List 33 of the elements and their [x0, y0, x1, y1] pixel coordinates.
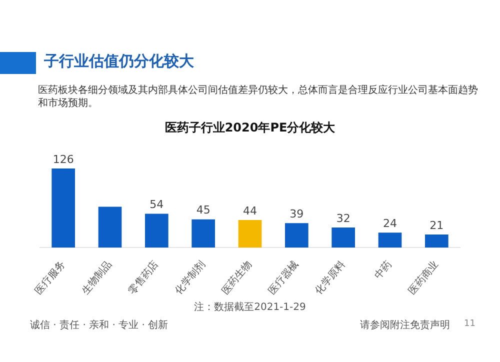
x-tick-label: 医疗服务	[32, 258, 68, 297]
bar	[378, 232, 402, 248]
data-label: 45	[196, 204, 210, 217]
bar	[192, 219, 215, 248]
data-label: 44	[243, 204, 257, 218]
data-label: 54	[150, 198, 164, 212]
data-label: 24	[383, 216, 397, 230]
x-tick-label: 生物制品	[79, 258, 114, 297]
x-tick-label: 医疗器械	[266, 258, 301, 297]
x-tick-label: 化学原料	[312, 258, 348, 297]
data-label: 21	[430, 218, 444, 232]
bar	[52, 168, 75, 248]
x-tick-label: 医药商业	[406, 258, 441, 297]
text: 注：数据截至2021-1-29	[193, 300, 307, 314]
x-tick-label: 零售药店	[126, 258, 161, 297]
chart-title: 医药子行业2020年PE分化较大	[164, 120, 336, 134]
text: 请参阅附注免责声明	[360, 318, 450, 332]
bar	[285, 223, 308, 248]
data-label: 39	[290, 208, 304, 220]
bar	[238, 220, 262, 248]
bar	[145, 214, 168, 248]
text: 诚信 · 责任 · 亲和 · 专业 · 创新	[30, 318, 168, 332]
bar	[332, 228, 355, 248]
text: 医药板块各细分领域及其内部具体公司间估值差异仍较大，总体而言是合理反应行业公司基本面趋势和市场预期。	[38, 84, 478, 110]
bar	[425, 234, 448, 248]
data-label: 126	[52, 152, 74, 166]
text: 子行业估值仍分化较大	[44, 52, 194, 71]
text: 11	[464, 319, 476, 329]
x-tick-label: 医药生物	[219, 258, 254, 297]
x-tick-label: 中药	[372, 258, 394, 282]
bar	[98, 206, 122, 248]
data-label: 32	[336, 212, 350, 225]
x-tick-label: 化学制剂	[172, 258, 208, 297]
